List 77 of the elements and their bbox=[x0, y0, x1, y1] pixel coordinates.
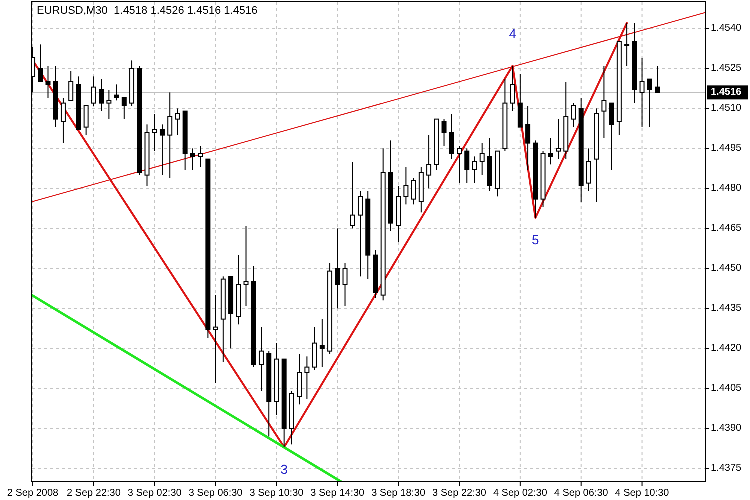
x-tick-label: 3 Sep 14:30 bbox=[310, 488, 366, 499]
candlestick bbox=[624, 22, 630, 66]
candlestick bbox=[472, 156, 478, 184]
candlestick bbox=[464, 148, 470, 184]
candlestick bbox=[304, 356, 310, 400]
candlestick bbox=[510, 66, 516, 112]
x-tick-label: 3 Sep 06:30 bbox=[188, 488, 244, 499]
candlestick bbox=[571, 102, 576, 128]
x-tick-label: 4 Sep 10:30 bbox=[615, 488, 670, 499]
x-tick-label: 2 Sep 22:30 bbox=[66, 488, 122, 499]
candlestick bbox=[38, 44, 44, 82]
annotation: 3 bbox=[280, 462, 288, 477]
candlestick bbox=[449, 114, 454, 160]
y-tick-label: 1.4480 bbox=[711, 183, 742, 194]
candlestick bbox=[198, 146, 204, 168]
candlestick bbox=[602, 66, 607, 138]
candlestick bbox=[91, 76, 96, 106]
candlestick bbox=[175, 108, 180, 136]
x-tick-label: 4 Sep 02:30 bbox=[493, 488, 548, 499]
y-tick-label: 1.4405 bbox=[711, 383, 742, 394]
y-tick-label: 1.4495 bbox=[711, 143, 742, 154]
candlestick bbox=[404, 166, 409, 206]
y-tick-label: 1.4525 bbox=[711, 63, 742, 74]
chart-title: EURUSD,M30 1.4518 1.4526 1.4516 1.4516 bbox=[37, 5, 258, 17]
y-tick-label: 1.4390 bbox=[711, 423, 742, 434]
candlestick bbox=[335, 228, 340, 310]
candlestick bbox=[411, 178, 416, 206]
candlestick bbox=[640, 58, 645, 128]
y-tick-label: 1.4540 bbox=[711, 23, 742, 34]
y-tick-label: 1.4435 bbox=[711, 303, 742, 314]
candlestick bbox=[190, 148, 196, 170]
candlestick bbox=[152, 114, 158, 152]
annotation: 4 bbox=[509, 26, 516, 42]
candlestick bbox=[122, 98, 127, 120]
candlestick bbox=[548, 138, 554, 166]
candlestick bbox=[442, 118, 447, 146]
x-tick-label: 4 Sep 06:30 bbox=[554, 488, 609, 499]
x-tick-label: 3 Sep 02:30 bbox=[128, 488, 182, 499]
annotation: 5 bbox=[532, 232, 540, 248]
candlestick bbox=[426, 134, 432, 190]
candlestick bbox=[586, 148, 592, 192]
candlestick bbox=[258, 326, 264, 392]
candlestick bbox=[556, 118, 562, 160]
candlestick bbox=[312, 326, 318, 370]
ref-line-label: 1.4516 bbox=[711, 87, 742, 98]
candlestick bbox=[68, 70, 74, 102]
y-tick-label: 1.4450 bbox=[711, 263, 742, 274]
candlestick bbox=[160, 124, 165, 176]
candlestick bbox=[609, 102, 614, 170]
y-tick-label: 1.4375 bbox=[711, 463, 742, 474]
candlestick bbox=[114, 84, 120, 102]
x-tick-label: 2 Sep 2008 bbox=[7, 488, 60, 499]
candlestick bbox=[297, 354, 302, 406]
candlestick bbox=[518, 74, 523, 128]
candlestick bbox=[655, 66, 660, 94]
candlestick bbox=[480, 142, 485, 176]
x-tick-label: 3 Sep 18:30 bbox=[372, 488, 426, 499]
x-tick-label: 3 Sep 22:30 bbox=[432, 488, 487, 499]
candlestick bbox=[46, 66, 51, 98]
candlestick bbox=[244, 226, 249, 306]
x-tick-label: 3 Sep 10:30 bbox=[250, 488, 304, 499]
candlestick bbox=[350, 162, 356, 230]
candlestick bbox=[358, 190, 363, 278]
y-tick-label: 1.4510 bbox=[711, 103, 742, 114]
candlestick bbox=[647, 78, 652, 128]
candlestick bbox=[526, 106, 531, 170]
candlestick bbox=[213, 294, 218, 384]
candlestick bbox=[99, 78, 104, 112]
candlestick bbox=[457, 146, 462, 184]
candlestick bbox=[320, 318, 325, 368]
candlestick bbox=[84, 106, 89, 136]
candlestick bbox=[168, 92, 173, 178]
candlestick bbox=[60, 98, 66, 144]
candlestick bbox=[106, 90, 112, 120]
y-tick-label: 1.4465 bbox=[711, 223, 742, 234]
candlestick bbox=[342, 262, 348, 306]
y-tick-label: 1.4420 bbox=[711, 343, 742, 354]
